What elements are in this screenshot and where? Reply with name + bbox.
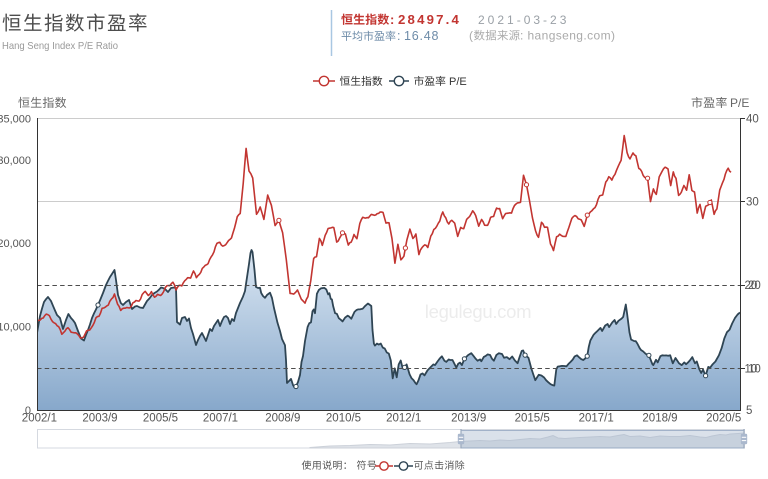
svg-text:28497.4: 28497.4 — [398, 12, 461, 27]
svg-text:2013/9: 2013/9 — [451, 413, 486, 425]
svg-text:35,000: 35,000 — [0, 113, 31, 125]
svg-text:legulegu.com: legulegu.com — [425, 301, 531, 322]
svg-text:20,000: 20,000 — [0, 238, 31, 250]
svg-text:2005/5: 2005/5 — [143, 413, 178, 425]
svg-text:2015/5: 2015/5 — [515, 413, 550, 425]
svg-text:2017/1: 2017/1 — [579, 413, 614, 425]
svg-text:20: 20 — [748, 280, 761, 292]
svg-text:P/E: P/E — [730, 96, 749, 110]
svg-text:16.48: 16.48 — [404, 29, 439, 43]
svg-text:2010/5: 2010/5 — [326, 413, 361, 425]
svg-text:Hang Seng Index P/E Ratio: Hang Seng Index P/E Ratio — [2, 40, 118, 52]
svg-text:: hangseng.com): : hangseng.com) — [520, 29, 615, 43]
svg-text:10: 10 — [748, 364, 761, 376]
svg-text:10,000: 10,000 — [0, 322, 31, 334]
svg-text:2003/9: 2003/9 — [82, 413, 117, 425]
svg-text:10: 10 — [745, 364, 758, 376]
svg-text:5: 5 — [746, 405, 752, 417]
svg-text:20: 20 — [745, 280, 758, 292]
svg-text:2008/9: 2008/9 — [265, 413, 300, 425]
svg-text:2020/5: 2020/5 — [706, 413, 741, 425]
svg-text:2018/9: 2018/9 — [642, 413, 677, 425]
svg-text:2012/1: 2012/1 — [386, 413, 421, 425]
svg-text:(: ( — [469, 29, 473, 43]
svg-text:40: 40 — [746, 113, 759, 125]
svg-text:30,000: 30,000 — [0, 155, 31, 167]
svg-text::: : — [390, 12, 394, 27]
svg-text:0: 0 — [25, 405, 31, 417]
svg-text::: : — [397, 29, 400, 43]
svg-text:P/E: P/E — [449, 76, 467, 88]
svg-text:2002/1: 2002/1 — [22, 413, 57, 425]
svg-text:2007/1: 2007/1 — [203, 413, 238, 425]
svg-text:30: 30 — [746, 196, 759, 208]
svg-text:2021-03-23: 2021-03-23 — [478, 13, 569, 27]
